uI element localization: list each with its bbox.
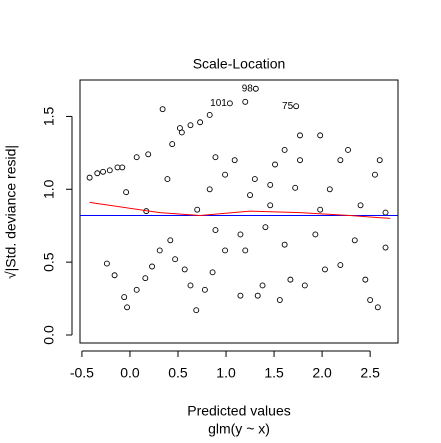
point bbox=[337, 262, 344, 268]
point bbox=[272, 161, 278, 168]
point bbox=[103, 260, 110, 267]
point-label: 101 bbox=[210, 98, 227, 109]
point bbox=[357, 202, 364, 209]
x-tick-label: 0.5 bbox=[168, 365, 188, 381]
point bbox=[178, 129, 185, 136]
point bbox=[326, 186, 333, 193]
point bbox=[172, 256, 179, 263]
point bbox=[124, 304, 131, 311]
chart-title: Scale-Location bbox=[193, 56, 286, 72]
point bbox=[281, 146, 288, 153]
point bbox=[187, 282, 194, 289]
point bbox=[114, 164, 121, 171]
point bbox=[149, 263, 156, 270]
point bbox=[351, 237, 358, 244]
point bbox=[242, 247, 249, 254]
point bbox=[267, 202, 274, 209]
point bbox=[301, 282, 308, 289]
point bbox=[194, 206, 201, 213]
point bbox=[287, 276, 294, 283]
subtitle: glm(y ~ x) bbox=[208, 421, 270, 437]
point bbox=[133, 154, 140, 161]
x-tick-label: 1.0 bbox=[216, 365, 236, 381]
point bbox=[337, 157, 344, 164]
y-tick-label: 1.5 bbox=[41, 106, 57, 126]
point bbox=[259, 282, 266, 289]
y-tick-label: 0.0 bbox=[41, 325, 57, 345]
point bbox=[206, 186, 213, 193]
point bbox=[119, 164, 126, 171]
point-label: 75 bbox=[282, 101, 294, 112]
point bbox=[276, 297, 283, 303]
point bbox=[382, 244, 389, 251]
x-tick-label: 0.0 bbox=[120, 365, 140, 381]
point bbox=[201, 286, 208, 293]
point-label: 98 bbox=[242, 83, 254, 94]
point bbox=[297, 157, 303, 164]
point bbox=[317, 206, 324, 213]
point bbox=[167, 237, 174, 244]
point bbox=[100, 168, 107, 175]
point bbox=[187, 122, 194, 129]
point bbox=[297, 132, 303, 139]
point bbox=[293, 103, 300, 110]
point bbox=[252, 85, 259, 92]
point bbox=[262, 224, 269, 231]
point bbox=[106, 167, 113, 174]
x-tick-label: 2.0 bbox=[312, 365, 332, 381]
point bbox=[145, 151, 152, 158]
point bbox=[94, 170, 101, 177]
y-tick-label: 1.0 bbox=[41, 179, 57, 199]
point bbox=[371, 171, 378, 178]
point bbox=[376, 157, 383, 164]
point bbox=[247, 192, 253, 199]
plot-box bbox=[79, 79, 399, 344]
x-tick-label: -0.5 bbox=[70, 365, 94, 381]
point bbox=[222, 247, 229, 254]
point bbox=[156, 247, 163, 254]
point bbox=[226, 100, 233, 107]
point bbox=[164, 176, 171, 183]
point bbox=[231, 157, 238, 164]
point bbox=[322, 266, 328, 273]
point bbox=[374, 304, 381, 311]
point bbox=[237, 292, 244, 299]
smooth-line bbox=[89, 201, 391, 219]
point bbox=[292, 184, 299, 191]
point bbox=[222, 171, 229, 178]
point bbox=[212, 227, 219, 234]
point bbox=[181, 266, 188, 273]
point bbox=[111, 272, 118, 279]
point bbox=[212, 154, 219, 161]
point bbox=[267, 181, 274, 188]
point bbox=[345, 146, 351, 153]
point bbox=[121, 294, 128, 301]
point bbox=[317, 132, 324, 139]
point bbox=[251, 176, 258, 183]
point bbox=[169, 141, 176, 148]
x-tick-label: 1.5 bbox=[264, 365, 284, 381]
point bbox=[209, 269, 216, 276]
x-tick-label: 2.5 bbox=[360, 365, 380, 381]
y-axis-title: √|Std. deviance resid| bbox=[3, 145, 19, 279]
point bbox=[312, 231, 319, 238]
point bbox=[362, 276, 369, 283]
point bbox=[281, 241, 288, 248]
point bbox=[242, 98, 249, 105]
point bbox=[159, 106, 166, 113]
point bbox=[254, 292, 261, 299]
point bbox=[367, 297, 374, 303]
y-tick-label: 0.5 bbox=[41, 252, 57, 272]
point bbox=[133, 286, 140, 293]
point bbox=[206, 112, 213, 118]
point bbox=[197, 119, 204, 126]
point bbox=[193, 307, 200, 314]
point bbox=[237, 231, 244, 238]
point bbox=[123, 189, 130, 196]
point bbox=[382, 209, 389, 216]
point bbox=[86, 174, 93, 181]
point bbox=[142, 275, 149, 282]
x-axis-title: Predicted values bbox=[187, 403, 291, 419]
